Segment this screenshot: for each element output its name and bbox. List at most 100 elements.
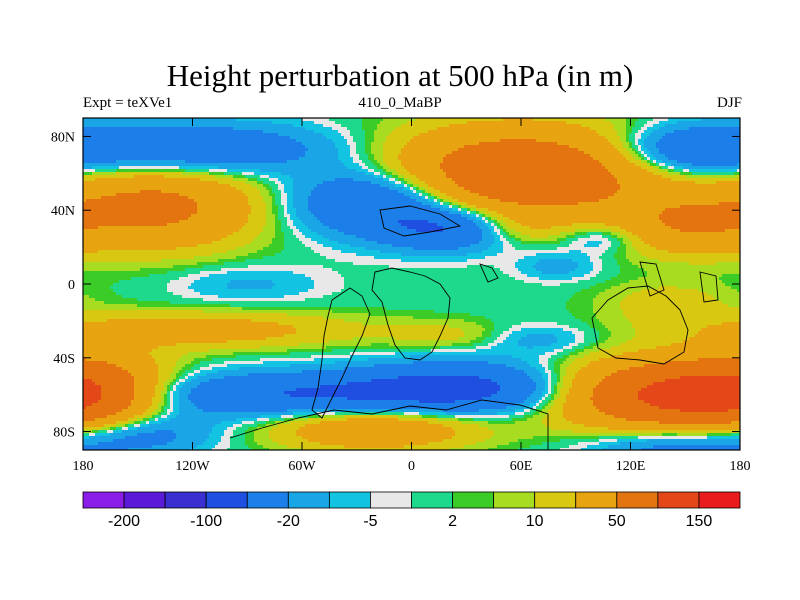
field-cell	[257, 166, 261, 170]
field-cell	[689, 169, 693, 173]
field-cell	[317, 160, 321, 164]
field-cell	[128, 133, 132, 137]
field-cell	[284, 178, 288, 182]
field-cell	[701, 142, 705, 146]
field-cell	[326, 154, 330, 158]
field-cell	[731, 127, 735, 131]
field-cell	[98, 139, 102, 143]
field-cell	[365, 160, 369, 164]
field-cell	[431, 139, 435, 143]
field-cell	[314, 169, 318, 173]
field-cell	[164, 184, 168, 188]
field-cell	[278, 145, 282, 149]
field-cell	[155, 154, 159, 158]
field-cell	[500, 139, 504, 143]
field-cell	[302, 148, 306, 152]
field-cell	[473, 163, 477, 167]
field-cell	[155, 163, 159, 167]
field-cell	[350, 130, 354, 134]
field-cell	[125, 172, 129, 176]
field-cell	[263, 145, 267, 149]
field-cell	[401, 169, 405, 173]
field-cell	[173, 154, 177, 158]
field-cell	[326, 160, 330, 164]
field-cell	[266, 166, 270, 170]
field-cell	[281, 181, 285, 185]
field-cell	[287, 121, 291, 125]
field-cell	[461, 121, 465, 125]
field-cell	[584, 154, 588, 158]
field-cell	[482, 148, 486, 152]
field-cell	[401, 160, 405, 164]
field-cell	[644, 130, 648, 134]
field-cell	[86, 142, 90, 146]
field-cell	[305, 154, 309, 158]
field-cell	[317, 136, 321, 140]
field-cell	[518, 139, 522, 143]
field-cell	[680, 163, 684, 167]
field-cell	[299, 172, 303, 176]
field-cell	[302, 184, 306, 188]
field-cell	[674, 169, 678, 173]
field-cell	[476, 154, 480, 158]
field-cell	[302, 136, 306, 140]
field-cell	[128, 184, 132, 188]
field-cell	[212, 151, 216, 155]
field-cell	[317, 154, 321, 158]
field-cell	[581, 127, 585, 131]
field-cell	[596, 124, 600, 128]
field-cell	[623, 133, 627, 137]
field-cell	[443, 148, 447, 152]
field-cell	[380, 124, 384, 128]
field-cell	[380, 121, 384, 125]
field-cell	[584, 175, 588, 179]
field-cell	[131, 142, 135, 146]
field-cell	[224, 145, 228, 149]
field-cell	[329, 145, 333, 149]
field-cell	[512, 127, 516, 131]
field-cell	[689, 151, 693, 155]
field-cell	[257, 139, 261, 143]
field-cell	[359, 145, 363, 149]
field-cell	[524, 172, 528, 176]
field-cell	[143, 130, 147, 134]
field-cell	[587, 127, 591, 131]
field-cell	[728, 169, 732, 173]
field-cell	[254, 136, 258, 140]
field-cell	[638, 121, 642, 125]
field-cell	[161, 127, 165, 131]
field-cell	[578, 169, 582, 173]
field-cell	[266, 142, 270, 146]
field-cell	[656, 133, 660, 137]
field-cell	[632, 163, 636, 167]
field-cell	[614, 151, 618, 155]
field-cell	[299, 151, 303, 155]
field-cell	[338, 142, 342, 146]
field-cell	[428, 148, 432, 152]
field-cell	[371, 160, 375, 164]
field-cell	[722, 121, 726, 125]
field-cell	[572, 148, 576, 152]
field-cell	[377, 124, 381, 128]
field-cell	[395, 124, 399, 128]
field-cell	[215, 142, 219, 146]
field-cell	[686, 169, 690, 173]
field-cell	[317, 121, 321, 125]
field-cell	[683, 172, 687, 176]
field-cell	[506, 175, 510, 179]
field-cell	[452, 133, 456, 137]
field-cell	[728, 136, 732, 140]
field-cell	[269, 121, 273, 125]
field-cell	[536, 160, 540, 164]
field-cell	[302, 178, 306, 182]
field-cell	[575, 157, 579, 161]
field-cell	[506, 127, 510, 131]
field-cell	[647, 154, 651, 158]
field-cell	[104, 139, 108, 143]
field-cell	[188, 142, 192, 146]
field-cell	[599, 175, 603, 179]
field-cell	[584, 151, 588, 155]
field-cell	[416, 151, 420, 155]
field-cell	[476, 136, 480, 140]
field-cell	[386, 124, 390, 128]
